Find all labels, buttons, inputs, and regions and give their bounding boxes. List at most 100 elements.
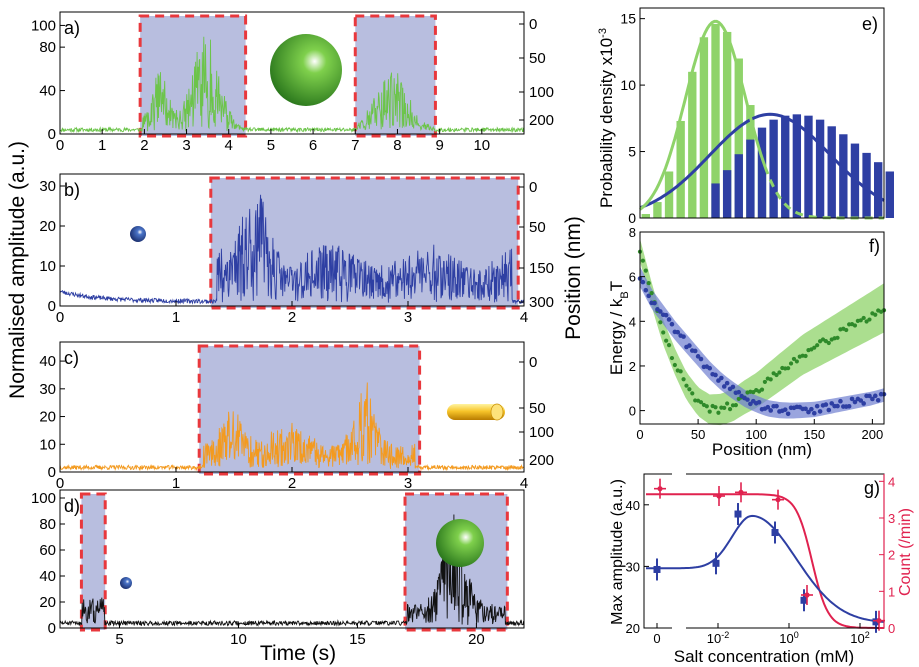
y-axis-title-g: Max amplitude (a.u.)	[609, 479, 626, 625]
data-point-blue	[806, 409, 811, 415]
x-tick-label-c: 4	[520, 475, 528, 492]
data-point-green	[759, 387, 765, 392]
right-tick-label-b: 150	[529, 260, 554, 277]
data-point-green	[678, 369, 683, 374]
right-tick-label-a: 100	[529, 84, 554, 101]
trace-a	[59, 36, 525, 134]
x-tick-label-a: 10	[473, 137, 490, 154]
right-tick-label-g: 2	[888, 548, 895, 563]
green-sphere-d	[436, 519, 484, 567]
panel-label-f: f)	[869, 236, 880, 256]
data-point-blue	[724, 380, 730, 386]
data-point-blue	[765, 404, 771, 410]
data-point-green	[788, 361, 794, 366]
histogram-bar-blue	[815, 119, 825, 218]
data-point-blue	[707, 365, 713, 371]
x-tick-label-d: 5	[115, 631, 123, 648]
y-tick-label-e: 0	[628, 210, 636, 226]
data-point-green	[852, 323, 858, 328]
burst-region-d-1	[79, 492, 107, 632]
data-point-blue	[652, 300, 657, 306]
data-point-blue	[687, 343, 692, 348]
data-point-green	[794, 359, 799, 364]
data-point-blue	[782, 407, 788, 412]
y-tick-label-a: 100	[31, 17, 56, 34]
data-point-green	[664, 338, 669, 343]
histogram-bar-blue	[722, 170, 732, 218]
x-tick-label-b: 4	[520, 309, 528, 326]
right-tick-label-g: 4	[888, 474, 895, 489]
right-tick-label-g: 3	[888, 511, 895, 526]
y-tick-label-f: 8	[629, 225, 636, 240]
trace-c	[59, 382, 524, 472]
data-point-blue	[756, 399, 762, 405]
fit-curve-blue	[639, 112, 885, 210]
panel-label-c: c)	[64, 348, 79, 368]
histogram-bar-blue	[827, 126, 836, 218]
y-axis-title-e-exponent: -3	[597, 28, 609, 38]
x-tick-label-g: 10-2	[707, 630, 729, 646]
panel-label-e: e)	[862, 14, 878, 34]
x-tick-label-b: 1	[172, 309, 180, 326]
y-tick-label-d: 0	[48, 620, 56, 637]
x-tick-label-a: 4	[225, 137, 233, 154]
y-tick-label-g: 20	[626, 621, 640, 636]
data-point-green	[873, 312, 878, 317]
x-tick-label-g-exponent: 2	[865, 630, 870, 640]
y-axis-title-e: Probability density x10-3	[597, 28, 616, 208]
trace-d	[59, 514, 525, 627]
histogram-bar-green	[688, 71, 697, 218]
axes-frame-d	[59, 489, 525, 629]
y-tick-label-f: 6	[629, 270, 636, 285]
y-tick-label-b: 0	[48, 298, 56, 315]
right-tick-label-c: 200	[529, 452, 554, 469]
data-point-blue	[736, 389, 742, 395]
data-point-green	[826, 340, 831, 346]
panel-label-a: a)	[64, 18, 80, 38]
data-point-green	[768, 377, 773, 382]
y-tick-label-e: 5	[628, 144, 636, 160]
data-point-green	[786, 366, 791, 371]
data-point-green	[687, 387, 692, 392]
y-tick-label-d: 40	[39, 568, 56, 585]
data-point-blue	[643, 287, 649, 293]
small-blue-sphere-d	[120, 577, 132, 589]
data-point-amplitude	[734, 510, 742, 518]
data-point-blue	[838, 398, 843, 404]
x-tick-label-b: 2	[288, 309, 296, 326]
data-point-blue	[835, 403, 840, 409]
histogram-bar-green	[641, 214, 650, 218]
data-point-blue	[669, 321, 675, 327]
y-tick-label-c: 40	[39, 353, 56, 370]
data-point-blue	[745, 397, 750, 402]
y-tick-label-e: 15	[620, 11, 636, 27]
panel-label-g: g)	[864, 478, 880, 498]
right-tick-label-c: 100	[529, 424, 554, 441]
x-tick-label-d: 15	[349, 631, 366, 648]
data-point-blue	[698, 356, 704, 362]
data-point-blue	[719, 375, 724, 381]
histogram-bar-blue	[711, 183, 720, 218]
x-tick-label-g-exponent: 0	[794, 630, 799, 640]
data-point-amplitude	[653, 565, 661, 573]
y-tick-label-d: 100	[31, 490, 56, 507]
histogram-bar-blue	[746, 139, 755, 218]
right-tick-label-c: 50	[529, 400, 546, 417]
data-point-green	[646, 280, 651, 286]
data-point-green	[835, 335, 840, 340]
x-tick-label-a: 5	[267, 137, 275, 154]
y-tick-label-d: 20	[39, 594, 56, 611]
y-tick-label-a: 80	[39, 39, 56, 56]
right-tick-label-a: 50	[529, 50, 546, 67]
data-point-blue	[681, 334, 686, 339]
histogram-bar-blue	[862, 152, 871, 218]
data-point-blue	[811, 410, 817, 416]
x-tick-label-b: 3	[404, 309, 412, 326]
y-axis-title-right-g: Count (/min)	[897, 508, 914, 596]
data-point-green	[858, 318, 863, 323]
data-point-blue	[809, 406, 814, 412]
data-point-blue	[768, 408, 774, 413]
